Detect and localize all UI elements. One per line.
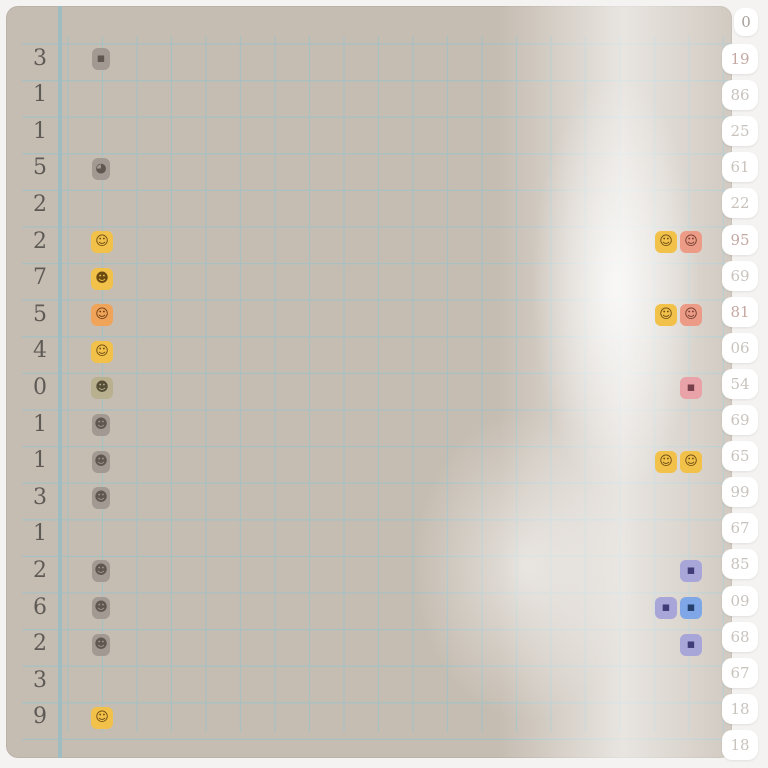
row-number: 6 [33,594,47,620]
score-tab[interactable]: 65 [722,441,758,472]
face-token-icon[interactable]: ◕ [92,157,110,180]
score-tab[interactable]: 69 [722,405,758,435]
row-number: 2 [33,631,47,657]
row-number: 1 [33,521,47,547]
score-tab[interactable]: 18 [722,693,758,724]
face-token-icon[interactable]: ☺ [91,231,113,253]
score-tab[interactable]: 25 [722,116,758,147]
face-token-icon[interactable]: ▪ [680,377,702,400]
row-number: 0 [33,374,47,400]
face-token-icon[interactable]: ☺ [91,706,113,729]
score-tab[interactable]: 18 [722,729,758,760]
face-token-icon[interactable]: ▪ [655,597,677,619]
grid-lines [22,36,732,741]
score-tab[interactable]: 67 [722,513,758,544]
row-number: 5 [33,155,47,181]
score-tab[interactable]: 99 [722,477,758,508]
score-tab[interactable]: 19 [722,44,758,74]
face-token-icon[interactable]: ▪ [92,48,110,70]
row-number: 1 [33,82,47,108]
face-token-icon[interactable]: ☺ [655,450,677,473]
row-number: 9 [33,704,47,730]
score-tab[interactable]: 06 [722,332,758,363]
face-token-icon[interactable]: ▪ [680,633,702,656]
row-number: 4 [33,338,47,364]
row-number: 1 [33,448,47,474]
score-tab[interactable]: 85 [722,549,758,580]
face-token-icon[interactable]: ☻ [92,450,110,473]
score-tab[interactable]: 69 [722,260,758,291]
face-token-icon[interactable]: ☻ [91,377,113,400]
score-tab[interactable]: 54 [722,368,758,399]
row-number: 7 [33,265,47,291]
face-token-icon[interactable]: ☻ [92,597,110,619]
face-token-icon[interactable]: ☺ [680,231,702,253]
score-tab[interactable]: 81 [722,296,758,327]
face-token-icon[interactable]: ☻ [92,487,110,510]
score-tab[interactable]: 09 [722,585,758,616]
face-token-icon[interactable]: ☺ [655,304,677,327]
face-token-icon[interactable]: ▪ [680,560,702,583]
score-tab[interactable]: 86 [722,80,758,111]
row-number: 3 [33,667,47,693]
row-number: 1 [33,118,47,144]
score-tab[interactable]: 68 [722,621,758,652]
face-token-icon[interactable]: ▪ [680,597,702,619]
row-number: 3 [33,484,47,510]
row-number: 3 [33,45,47,71]
row-number: 2 [33,228,47,254]
score-tab[interactable]: 67 [722,657,758,688]
row-number: 2 [33,557,47,583]
grid-area [6,6,732,758]
face-token-icon[interactable]: ☻ [92,414,110,436]
row-number-divider [58,6,62,758]
score-tab-header[interactable]: 0 [734,8,758,36]
face-token-icon[interactable]: ☺ [91,304,113,327]
face-token-icon[interactable]: ☻ [92,633,110,656]
row-number: 1 [33,411,47,437]
face-token-icon[interactable]: ☺ [91,340,113,363]
row-number: 2 [33,191,47,217]
face-token-icon[interactable]: ☺ [655,231,677,253]
score-tab[interactable]: 22 [722,188,758,219]
score-tab[interactable]: 95 [722,224,758,255]
score-tab[interactable]: 61 [722,152,758,183]
face-token-icon[interactable]: ☺ [680,304,702,327]
face-token-icon[interactable]: ☺ [680,450,702,473]
face-token-icon[interactable]: ☻ [91,267,113,290]
row-number: 5 [33,301,47,327]
face-token-icon[interactable]: ☻ [92,560,110,583]
